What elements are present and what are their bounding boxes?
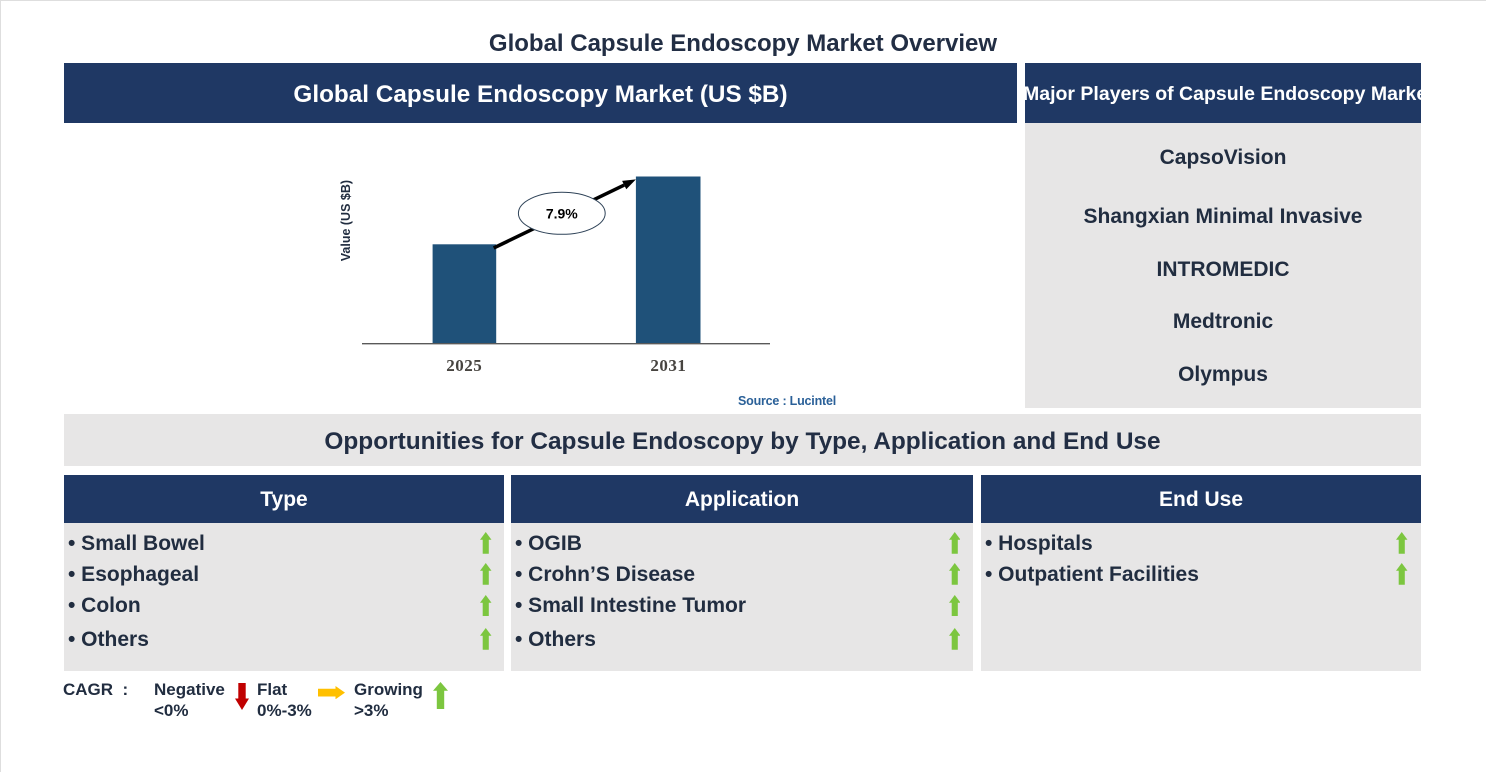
svg-text:Value (US $B): Value (US $B) xyxy=(339,180,353,261)
svg-text:2025: 2025 xyxy=(446,356,482,375)
svg-text:7.9%: 7.9% xyxy=(546,205,578,221)
svg-text:2031: 2031 xyxy=(650,356,686,375)
